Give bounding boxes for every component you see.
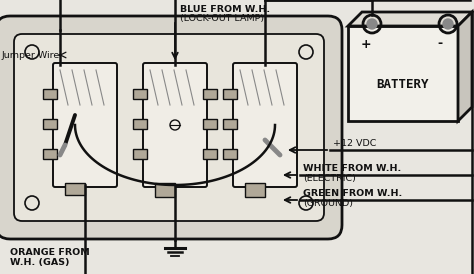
Text: (ELECTRIC): (ELECTRIC) [303,174,356,183]
Polygon shape [458,12,472,121]
Text: ORANGE FROM: ORANGE FROM [10,248,90,257]
Bar [223,149,237,159]
Text: W.H. (GAS): W.H. (GAS) [10,258,70,267]
Text: (LOCK-OUT LAMP): (LOCK-OUT LAMP) [180,14,264,23]
FancyBboxPatch shape [14,34,324,221]
Text: WHITE FROM W.H.: WHITE FROM W.H. [303,164,401,173]
Circle shape [367,19,377,29]
Bar [203,119,217,129]
Text: +: + [361,38,371,50]
Text: +12 VDC: +12 VDC [333,139,376,148]
Bar [348,26,458,121]
Bar [133,119,147,129]
Bar [43,149,57,159]
Bar [155,183,175,197]
Text: BLUE FROM W.H.: BLUE FROM W.H. [180,5,270,14]
FancyBboxPatch shape [53,63,117,187]
Bar [223,119,237,129]
Circle shape [443,19,453,29]
Text: BATTERY: BATTERY [377,78,429,90]
Bar [223,89,237,99]
Text: GREEN FROM W.H.: GREEN FROM W.H. [303,189,402,198]
Text: Jumper Wire: Jumper Wire [2,50,60,59]
Bar [133,89,147,99]
Bar [65,183,85,195]
Bar [133,149,147,159]
Text: -: - [438,38,443,50]
FancyBboxPatch shape [143,63,207,187]
Bar [43,119,57,129]
Text: (GROUND): (GROUND) [303,199,353,208]
Bar [43,89,57,99]
Polygon shape [348,12,472,26]
FancyBboxPatch shape [233,63,297,187]
Bar [245,183,265,197]
FancyBboxPatch shape [0,16,342,239]
Bar [203,149,217,159]
Bar [203,89,217,99]
